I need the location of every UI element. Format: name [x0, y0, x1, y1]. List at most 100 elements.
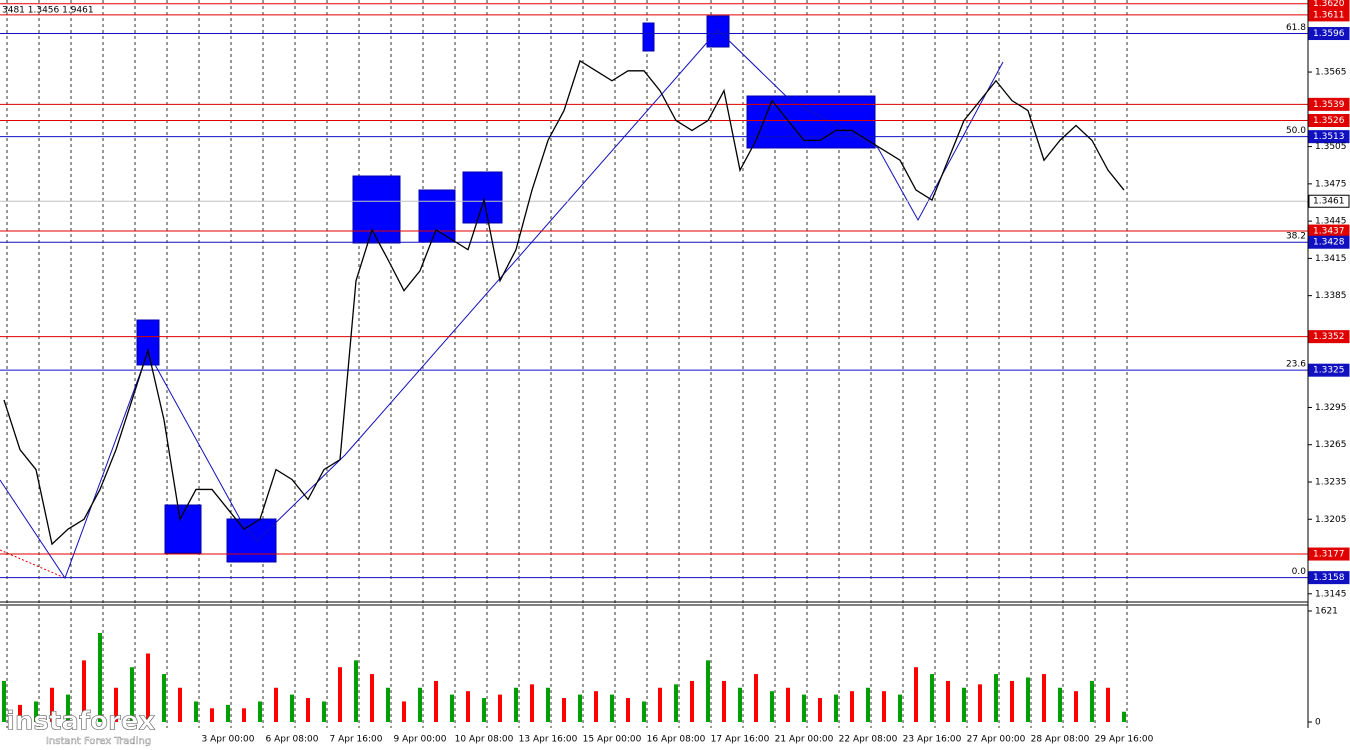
fib-label: 38.2 — [1286, 232, 1306, 242]
volume-bar — [338, 667, 342, 722]
level-label: 1.3596 — [1313, 29, 1345, 39]
volume-bar — [818, 698, 822, 722]
volume-bar — [994, 674, 998, 722]
volume-bar — [626, 698, 630, 722]
volume-bar — [978, 684, 982, 722]
y-tick-label: 1.3295 — [1315, 403, 1347, 413]
volume-bar — [834, 694, 838, 722]
x-tick-label: 21 Apr 00:00 — [775, 735, 834, 745]
level-tag — [1308, 8, 1350, 22]
zone — [642, 22, 655, 52]
y-tick-label: 1.3385 — [1315, 291, 1347, 301]
volume-bar — [82, 660, 86, 722]
volume-bar — [98, 632, 102, 722]
level-label: 1.3513 — [1313, 132, 1345, 142]
header-text: 3481 1.3456 1.9461 — [2, 6, 94, 16]
x-tick-label: 6 Apr 08:00 — [266, 735, 319, 745]
volume-bar — [738, 687, 742, 722]
volume-bar — [146, 653, 150, 722]
y-tick-label: 1.3475 — [1315, 179, 1347, 189]
level-tag — [1308, 235, 1350, 249]
zone — [226, 518, 277, 563]
volume-bar — [1106, 687, 1110, 722]
x-tick-label: 29 Apr 16:00 — [1095, 735, 1154, 745]
level-label: 1.3611 — [1313, 10, 1345, 20]
volume-bar — [514, 687, 518, 722]
volume-bar — [770, 691, 774, 722]
volume-bar — [178, 687, 182, 722]
level-tag — [1308, 571, 1350, 585]
volume-bar — [1042, 674, 1046, 722]
volume-bar — [610, 694, 614, 722]
volume-bar — [290, 694, 294, 722]
volume-bar — [546, 687, 550, 722]
x-tick-label: 23 Apr 16:00 — [903, 735, 962, 745]
volume-bar — [594, 691, 598, 722]
volume-bar — [562, 698, 566, 722]
volume-bar — [1090, 680, 1094, 722]
zigzag — [0, 29, 1004, 580]
logo: instaforex — [6, 707, 156, 737]
zone — [706, 15, 730, 48]
y-tick-label: 1.3565 — [1315, 68, 1347, 78]
x-tick-label: 28 Apr 08:00 — [1031, 735, 1090, 745]
zone — [418, 189, 456, 243]
level-label: 1.3461 — [1313, 197, 1345, 207]
volume-bar — [322, 701, 326, 722]
level-tag — [1308, 547, 1350, 561]
volume-bar — [1010, 680, 1014, 722]
volume-bar — [578, 694, 582, 722]
volume-bar — [1074, 691, 1078, 722]
y-tick-label: 1.3235 — [1315, 477, 1347, 487]
x-tick-label: 17 Apr 16:00 — [711, 735, 770, 745]
volume-bar — [194, 701, 198, 722]
x-tick-label: 27 Apr 00:00 — [967, 735, 1026, 745]
plot — [2, 59, 1126, 722]
volume-bar — [434, 680, 438, 722]
volume-bar — [722, 680, 726, 722]
level-label: 1.3177 — [1313, 550, 1345, 560]
level-label: 1.3325 — [1313, 366, 1345, 376]
x-tick-label: 10 Apr 08:00 — [455, 735, 514, 745]
volume-bar — [50, 687, 54, 722]
volume-bar — [306, 698, 310, 722]
x-tick-label: 22 Apr 08:00 — [839, 735, 898, 745]
level-label: 1.3428 — [1313, 238, 1345, 248]
level-label: 1.3437 — [1313, 227, 1345, 237]
volume-bar — [482, 698, 486, 722]
volume-bar — [354, 660, 358, 722]
volume-bar — [962, 687, 966, 722]
level-tag — [1308, 130, 1350, 144]
price-line — [3, 59, 1125, 546]
level-tag — [1308, 194, 1350, 208]
volume-bar — [866, 687, 870, 722]
level-tag — [1308, 27, 1350, 41]
volume-bar — [1058, 687, 1062, 722]
volume-bar — [898, 694, 902, 722]
volume-bar — [674, 684, 678, 722]
volume-bar — [274, 687, 278, 722]
level-tag — [1308, 113, 1350, 127]
x-tick-label: 9 Apr 00:00 — [394, 735, 447, 745]
volume-bar — [450, 694, 454, 722]
volume-bar — [242, 708, 246, 722]
volume-bar — [466, 691, 470, 722]
volume-bar — [210, 708, 214, 722]
volume-bar — [914, 667, 918, 722]
volume-bar — [386, 687, 390, 722]
level-label: 1.3352 — [1313, 332, 1345, 342]
zone — [164, 504, 202, 554]
level-tag — [1308, 97, 1350, 111]
level-label: 1.3539 — [1313, 100, 1345, 110]
y-tick-label: 1.3265 — [1315, 440, 1347, 450]
volume-bar — [850, 691, 854, 722]
volume-bar — [114, 687, 118, 722]
volume-bar — [1122, 711, 1126, 722]
y-tick-label: 1.3205 — [1315, 515, 1347, 525]
x-tick-label: 15 Apr 00:00 — [583, 735, 642, 745]
y-tick-label: 1.3415 — [1315, 254, 1347, 264]
y-tick-label: 1.3445 — [1315, 217, 1347, 227]
fib-label: 61.8 — [1286, 23, 1306, 33]
